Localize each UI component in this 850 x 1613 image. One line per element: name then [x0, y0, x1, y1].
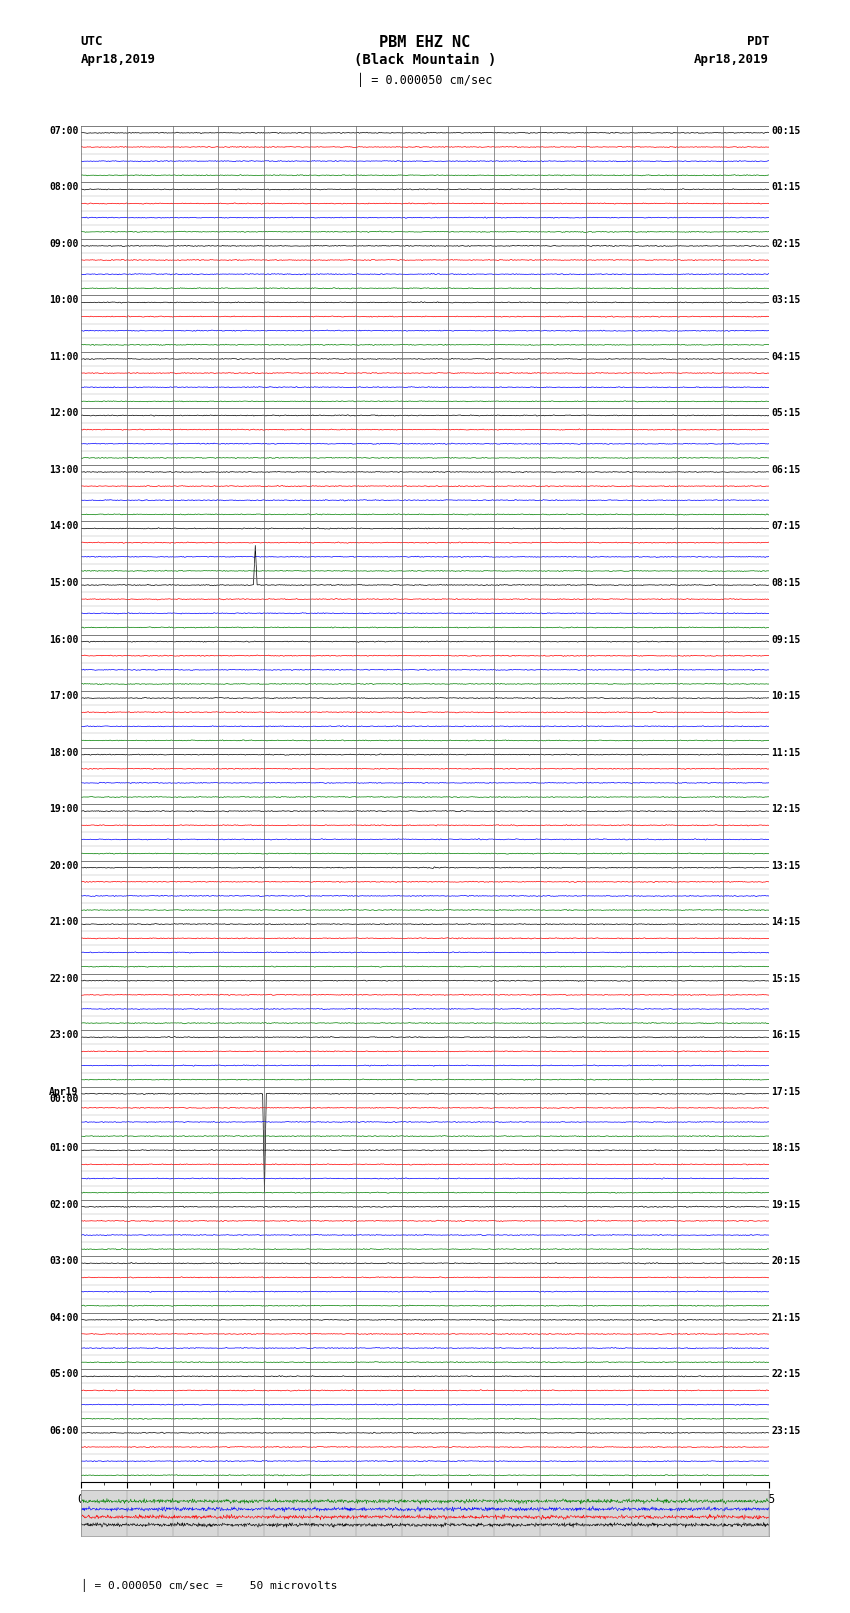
Text: 14:00: 14:00 — [49, 521, 79, 531]
Text: 12:15: 12:15 — [771, 803, 801, 815]
Text: 16:15: 16:15 — [771, 1031, 801, 1040]
Text: 03:00: 03:00 — [49, 1257, 79, 1266]
Text: 10:15: 10:15 — [771, 690, 801, 702]
Text: │ = 0.000050 cm/sec: │ = 0.000050 cm/sec — [357, 73, 493, 87]
Text: 06:15: 06:15 — [771, 465, 801, 474]
Text: 11:00: 11:00 — [49, 352, 79, 361]
Text: 02:00: 02:00 — [49, 1200, 79, 1210]
Text: 04:15: 04:15 — [771, 352, 801, 361]
Text: 11:15: 11:15 — [771, 747, 801, 758]
Text: 17:15: 17:15 — [771, 1087, 801, 1097]
Text: 23:00: 23:00 — [49, 1031, 79, 1040]
Text: 08:15: 08:15 — [771, 577, 801, 589]
Text: 18:15: 18:15 — [771, 1144, 801, 1153]
Text: 15:00: 15:00 — [49, 577, 79, 589]
Text: 06:00: 06:00 — [49, 1426, 79, 1436]
Text: 02:15: 02:15 — [771, 239, 801, 248]
Text: 09:00: 09:00 — [49, 239, 79, 248]
Text: 00:15: 00:15 — [771, 126, 801, 135]
Text: 13:15: 13:15 — [771, 861, 801, 871]
Text: 20:15: 20:15 — [771, 1257, 801, 1266]
Text: 03:15: 03:15 — [771, 295, 801, 305]
Text: 01:15: 01:15 — [771, 182, 801, 192]
Text: 15:15: 15:15 — [771, 974, 801, 984]
Text: 09:15: 09:15 — [771, 634, 801, 645]
Text: 20:00: 20:00 — [49, 861, 79, 871]
Text: 01:00: 01:00 — [49, 1144, 79, 1153]
Text: 19:15: 19:15 — [771, 1200, 801, 1210]
Text: 19:00: 19:00 — [49, 803, 79, 815]
Text: (Black Mountain ): (Black Mountain ) — [354, 53, 496, 68]
Text: PBM EHZ NC: PBM EHZ NC — [379, 35, 471, 50]
Text: 23:15: 23:15 — [771, 1426, 801, 1436]
Text: │ = 0.000050 cm/sec =    50 microvolts: │ = 0.000050 cm/sec = 50 microvolts — [81, 1579, 337, 1592]
Text: 22:15: 22:15 — [771, 1369, 801, 1379]
Text: 14:15: 14:15 — [771, 918, 801, 927]
Text: 22:00: 22:00 — [49, 974, 79, 984]
Text: 18:00: 18:00 — [49, 747, 79, 758]
Text: 12:00: 12:00 — [49, 408, 79, 418]
Text: UTC: UTC — [81, 35, 103, 48]
Text: 04:00: 04:00 — [49, 1313, 79, 1323]
Text: 05:00: 05:00 — [49, 1369, 79, 1379]
Text: 07:15: 07:15 — [771, 521, 801, 531]
Text: 10:00: 10:00 — [49, 295, 79, 305]
Text: 21:00: 21:00 — [49, 918, 79, 927]
Text: 17:00: 17:00 — [49, 690, 79, 702]
X-axis label: TIME (MINUTES): TIME (MINUTES) — [372, 1510, 478, 1523]
Text: 00:00: 00:00 — [49, 1094, 79, 1103]
Text: 16:00: 16:00 — [49, 634, 79, 645]
Text: Apr18,2019: Apr18,2019 — [81, 53, 156, 66]
Text: 05:15: 05:15 — [771, 408, 801, 418]
Text: PDT: PDT — [747, 35, 769, 48]
Text: 07:00: 07:00 — [49, 126, 79, 135]
Text: Apr18,2019: Apr18,2019 — [694, 53, 769, 66]
Text: Apr19: Apr19 — [49, 1087, 79, 1097]
Text: 21:15: 21:15 — [771, 1313, 801, 1323]
Text: 13:00: 13:00 — [49, 465, 79, 474]
Text: 08:00: 08:00 — [49, 182, 79, 192]
